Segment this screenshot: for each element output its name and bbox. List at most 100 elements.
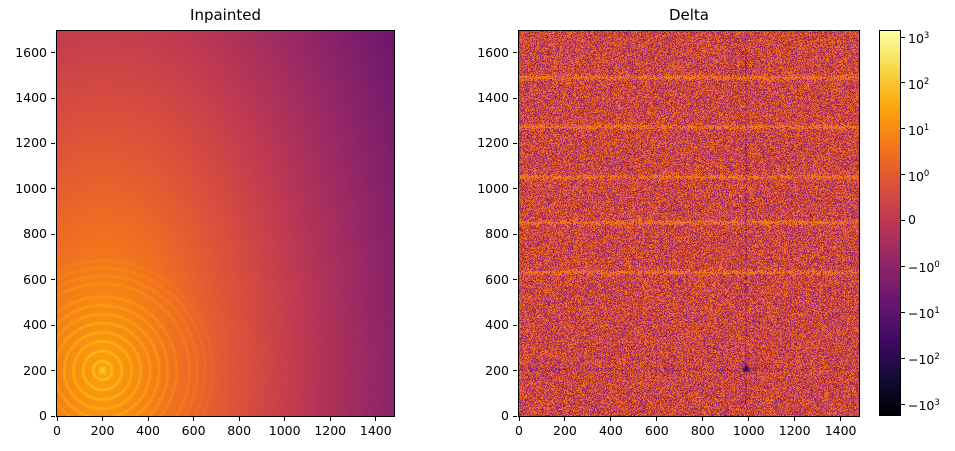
colorbar-tick-mark [901,36,905,38]
y-tick-mark [51,52,55,54]
colorbar-tick-mantissa: 10 [908,31,924,47]
x-tick-label: 0 [53,423,61,438]
y-tick-label: 1000 [15,180,47,196]
x-tick-mark [656,417,658,421]
y-tick-label: 200 [485,362,509,378]
colorbar-tick-mark [901,357,905,359]
y-tick-mark [513,370,517,372]
y-tick-mark [51,324,55,326]
x-tick-mark [840,417,842,421]
y-tick-label: 1400 [477,90,509,105]
colorbar-tick-mantissa: −10 [908,260,935,276]
x-tick-mark [238,417,240,421]
colorbar-tick-mantissa: 10 [908,122,924,138]
x-tick-label: 200 [90,423,115,438]
y-tick-mark [513,97,517,99]
x-tick-label: 1400 [824,423,857,438]
x-tick-label: 1200 [778,423,811,438]
y-tick-label: 1200 [15,135,47,151]
x-tick-mark [564,417,566,421]
y-tick-mark [51,97,55,99]
colorbar-tick-exponent: 0 [923,168,930,179]
x-tick-mark [329,417,331,421]
x-tick-mark [702,417,704,421]
x-tick-label: 1000 [732,423,765,438]
colorbar-tick-mark [901,220,905,221]
x-tick-mark [748,417,750,421]
y-tick-mark [513,52,517,54]
delta-heatmap [519,31,859,416]
y-tick-mark [51,142,55,144]
y-tick-label: 0 [501,408,509,423]
y-tick-label: 0 [39,408,47,423]
x-tick-mark [147,417,149,421]
y-tick-label: 1600 [477,44,509,60]
x-tick-label: 200 [553,423,577,438]
colorbar-gradient [880,31,900,415]
colorbar-tick-exponent: 3 [934,398,940,408]
x-tick-label: 400 [136,423,161,438]
colorbar-tick-mantissa: −10 [908,352,935,368]
x-tick-label: 600 [181,423,206,438]
x-tick-mark [610,417,612,421]
colorbar-tick-exponent: 1 [923,122,930,133]
x-tick-mark [518,417,520,421]
colorbar-tick-mark [901,311,905,313]
colorbar-tick-exponent: 3 [923,31,930,41]
colorbar-tick-label: 102 [908,75,929,92]
y-tick-label: 800 [485,226,509,242]
y-tick-mark [513,324,517,326]
colorbar-tick-exponent: 1 [934,306,940,317]
y-tick-label: 600 [485,271,509,287]
x-tick-label: 400 [598,423,623,438]
y-tick-label: 200 [23,362,47,378]
inpainted-heatmap [57,31,394,416]
y-tick-mark [51,415,55,417]
y-tick-label: 600 [23,271,47,287]
y-tick-mark [51,279,55,281]
y-tick-mark [51,370,55,372]
colorbar-tick-exponent: 0 [934,260,940,271]
colorbar-tick-exponent: 2 [923,76,930,87]
x-tick-mark [284,417,286,421]
colorbar-tick-mark [901,82,905,84]
x-tick-mark [375,417,377,421]
y-tick-label: 400 [23,317,47,333]
x-tick-label: 1200 [314,423,347,438]
x-tick-label: 0 [515,423,523,438]
x-tick-label: 800 [227,423,252,438]
colorbar-tick-mark [901,174,905,176]
colorbar-tick-label: −100 [908,258,940,275]
y-tick-mark [513,142,517,144]
colorbar-tick-mark [901,128,905,130]
y-tick-label: 1000 [477,180,509,196]
y-tick-mark [513,415,517,417]
y-tick-label: 1200 [477,135,509,151]
colorbar-tick-mantissa: 10 [908,77,924,93]
colorbar-tick-mantissa: −10 [908,398,935,414]
colorbar-tick-label: −101 [908,304,940,321]
colorbar-tick-label: −103 [908,396,940,413]
inpainted-title: Inpainted [190,6,261,24]
colorbar-tick-label: 101 [908,121,929,138]
y-tick-mark [513,188,517,190]
colorbar-tick-mantissa: 0 [908,211,916,227]
colorbar-tick-mantissa: 10 [908,168,924,184]
colorbar-tick-mantissa: −10 [908,306,935,322]
colorbar-tick-mark [901,265,905,267]
delta-title: Delta [668,6,710,24]
colorbar-tick-label: 100 [908,167,929,184]
colorbar-tick-label: 0 [908,211,916,227]
colorbar-tick-label: 103 [908,29,929,46]
x-tick-mark [102,417,104,421]
x-tick-label: 800 [690,423,715,438]
y-tick-mark [51,233,55,235]
colorbar-tick-exponent: 2 [934,352,940,363]
y-tick-label: 1600 [15,44,47,60]
y-tick-mark [513,279,517,281]
colorbar-tick-label: −102 [908,350,940,367]
y-tick-label: 400 [485,317,509,333]
x-tick-mark [56,417,58,421]
x-tick-label: 600 [644,423,669,438]
